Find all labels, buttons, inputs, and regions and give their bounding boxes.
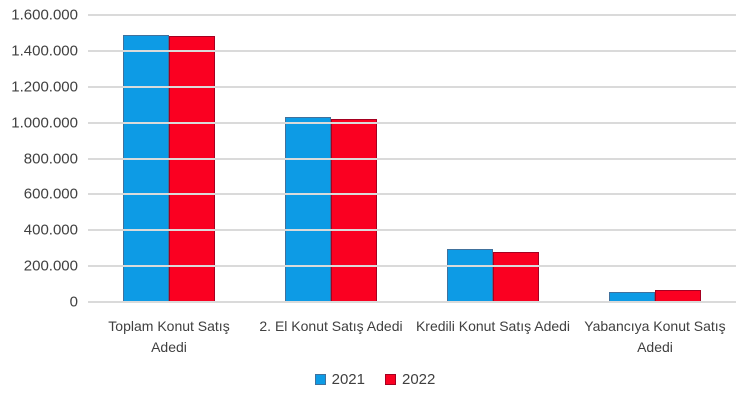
x-axis-labels: Toplam Konut Satış Adedi 2. El Konut Satı… xyxy=(88,316,736,358)
bar-group-2 xyxy=(412,15,574,302)
x-category-label: Kredili Konut Satış Adedi xyxy=(415,318,571,334)
legend-label: 2021 xyxy=(331,371,365,388)
bar-2021-category-0 xyxy=(123,34,169,302)
y-axis: 0 200.000 400.000 600.000 800.000 1.000.000 1.… xyxy=(0,8,78,310)
y-tick-label: 800.000 xyxy=(23,150,78,167)
plot-area xyxy=(88,14,736,303)
gridline xyxy=(88,157,736,160)
gridline xyxy=(88,193,736,196)
gridline xyxy=(88,121,736,124)
bar-group-0 xyxy=(88,15,250,302)
legend-swatch-icon xyxy=(314,374,326,385)
legend-item-2022: 2022 xyxy=(385,372,435,387)
y-tick-label: 1.600.000 xyxy=(11,6,78,24)
bar-2022-category-0 xyxy=(169,35,215,302)
y-tick-label: 1.200.000 xyxy=(11,78,78,96)
legend: 2021 2022 xyxy=(0,372,750,387)
y-tick-label: 1.400.000 xyxy=(11,42,78,60)
gridline xyxy=(88,85,736,88)
legend-swatch-icon xyxy=(385,374,396,385)
gridline xyxy=(88,49,736,52)
gridline xyxy=(88,14,736,16)
legend-label: 2022 xyxy=(402,371,436,388)
x-category-label: Toplam Konut Satış Adedi xyxy=(108,318,230,355)
x-category-label: Yabancıya Konut Satış Adedi xyxy=(584,318,726,355)
y-tick-label: 0 xyxy=(69,293,78,311)
bar-2021-category-1 xyxy=(285,117,331,302)
y-tick-label: 200.000 xyxy=(23,257,78,275)
legend-item-2021: 2021 xyxy=(314,371,365,388)
y-tick-label: 600.000 xyxy=(23,185,78,203)
x-category-label: 2. El Konut Satış Adedi xyxy=(259,318,403,334)
gridline xyxy=(88,265,736,268)
gridline xyxy=(88,301,736,303)
bar-2022-category-2 xyxy=(493,251,539,302)
bar-2022-category-1 xyxy=(331,118,377,302)
y-tick-label: 400.000 xyxy=(23,221,78,239)
y-tick-label: 1.000.000 xyxy=(11,114,78,132)
gridline xyxy=(88,229,736,232)
bar-2021-category-2 xyxy=(447,249,493,302)
